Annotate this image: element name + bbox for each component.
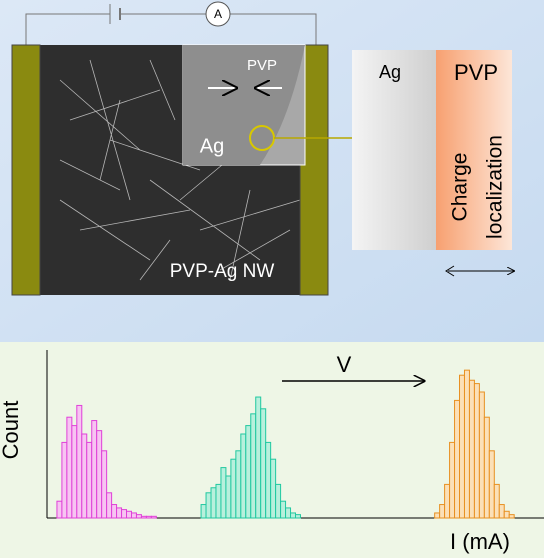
histogram-bar: [508, 514, 515, 519]
histogram-bar: [290, 512, 296, 519]
histogram-bar: [280, 500, 287, 519]
histogram-bar: [230, 458, 237, 519]
histogram-bar: [463, 369, 470, 519]
histogram-bar: [205, 492, 212, 519]
histogram-bar: [483, 416, 490, 519]
histogram-bar: [265, 441, 272, 519]
core-box-label: Ag: [379, 62, 401, 82]
histogram-bar: [439, 504, 446, 519]
histogram-bar: [56, 500, 63, 519]
histogram-bar: [215, 483, 222, 519]
wire: [25, 13, 317, 45]
histogram-bar: [245, 425, 252, 519]
histogram-bar: [106, 492, 113, 519]
histogram-bar: [86, 441, 93, 519]
x-axis-label: I (mA): [450, 529, 510, 554]
histogram-bar: [275, 483, 282, 519]
histogram-bar: [130, 512, 137, 519]
histogram-bar: [235, 450, 242, 519]
histogram-bar: [250, 413, 257, 519]
shell-note: Charge: [449, 153, 472, 222]
shell-note: localization: [484, 135, 507, 239]
histogram-bar: [145, 515, 152, 519]
histogram-bar: [210, 487, 217, 519]
histogram-bar: [91, 420, 98, 519]
histogram-bar: [135, 514, 142, 519]
histogram-bar: [468, 379, 475, 519]
histogram-bar: [66, 416, 73, 519]
histogram-bar: [200, 504, 207, 519]
histogram-bar: [140, 515, 147, 519]
histogram-bar: [295, 514, 301, 519]
histogram-bar: [434, 512, 441, 519]
histogram-bar: [121, 509, 128, 519]
ammeter: [205, 1, 231, 27]
inset-core-label: Ag: [200, 135, 224, 157]
histogram-bar: [459, 374, 465, 519]
thickness-arrow-head: [445, 265, 455, 277]
core-box: [352, 50, 436, 250]
histogram-bar: [260, 408, 267, 519]
histogram-bar: [503, 510, 510, 519]
histogram-bar: [61, 441, 68, 519]
annotation: V: [337, 352, 352, 377]
histogram-bar: [454, 399, 461, 519]
histogram-bar: [96, 430, 103, 519]
histogram-bar: [76, 404, 83, 519]
histogram-bar: [150, 515, 157, 519]
electrode: [11, 44, 41, 296]
inset-shell-label: PVP: [247, 57, 277, 74]
histogram-bar: [126, 510, 132, 519]
histogram-bar: [449, 441, 456, 519]
ammeter-label: A: [214, 7, 222, 21]
y-axis-label: Count: [0, 401, 23, 460]
histogram-bar: [270, 458, 277, 519]
histogram-bar: [498, 504, 505, 519]
histogram-bar: [240, 433, 247, 519]
histogram-bar: [488, 450, 495, 519]
shell-box: [436, 50, 512, 250]
histograms: [56, 369, 515, 519]
histogram-bar: [478, 391, 485, 519]
shell-box-label: PVP: [454, 60, 498, 85]
histogram-bar: [285, 507, 292, 519]
histogram-bar: [473, 383, 480, 519]
histogram-bar: [225, 475, 232, 519]
histogram-bar: [101, 450, 108, 519]
nanowires: [59, 59, 301, 281]
histogram-bar: [220, 467, 227, 519]
histogram-bar: [81, 433, 88, 519]
histogram-bar: [493, 483, 500, 519]
histogram-bar: [111, 504, 118, 519]
histogram-bar: [71, 425, 78, 519]
histogram-bar: [444, 483, 451, 519]
main-label: PVP-Ag NW: [170, 261, 275, 282]
histogram-bar: [116, 507, 123, 519]
histogram-bar: [255, 396, 262, 519]
